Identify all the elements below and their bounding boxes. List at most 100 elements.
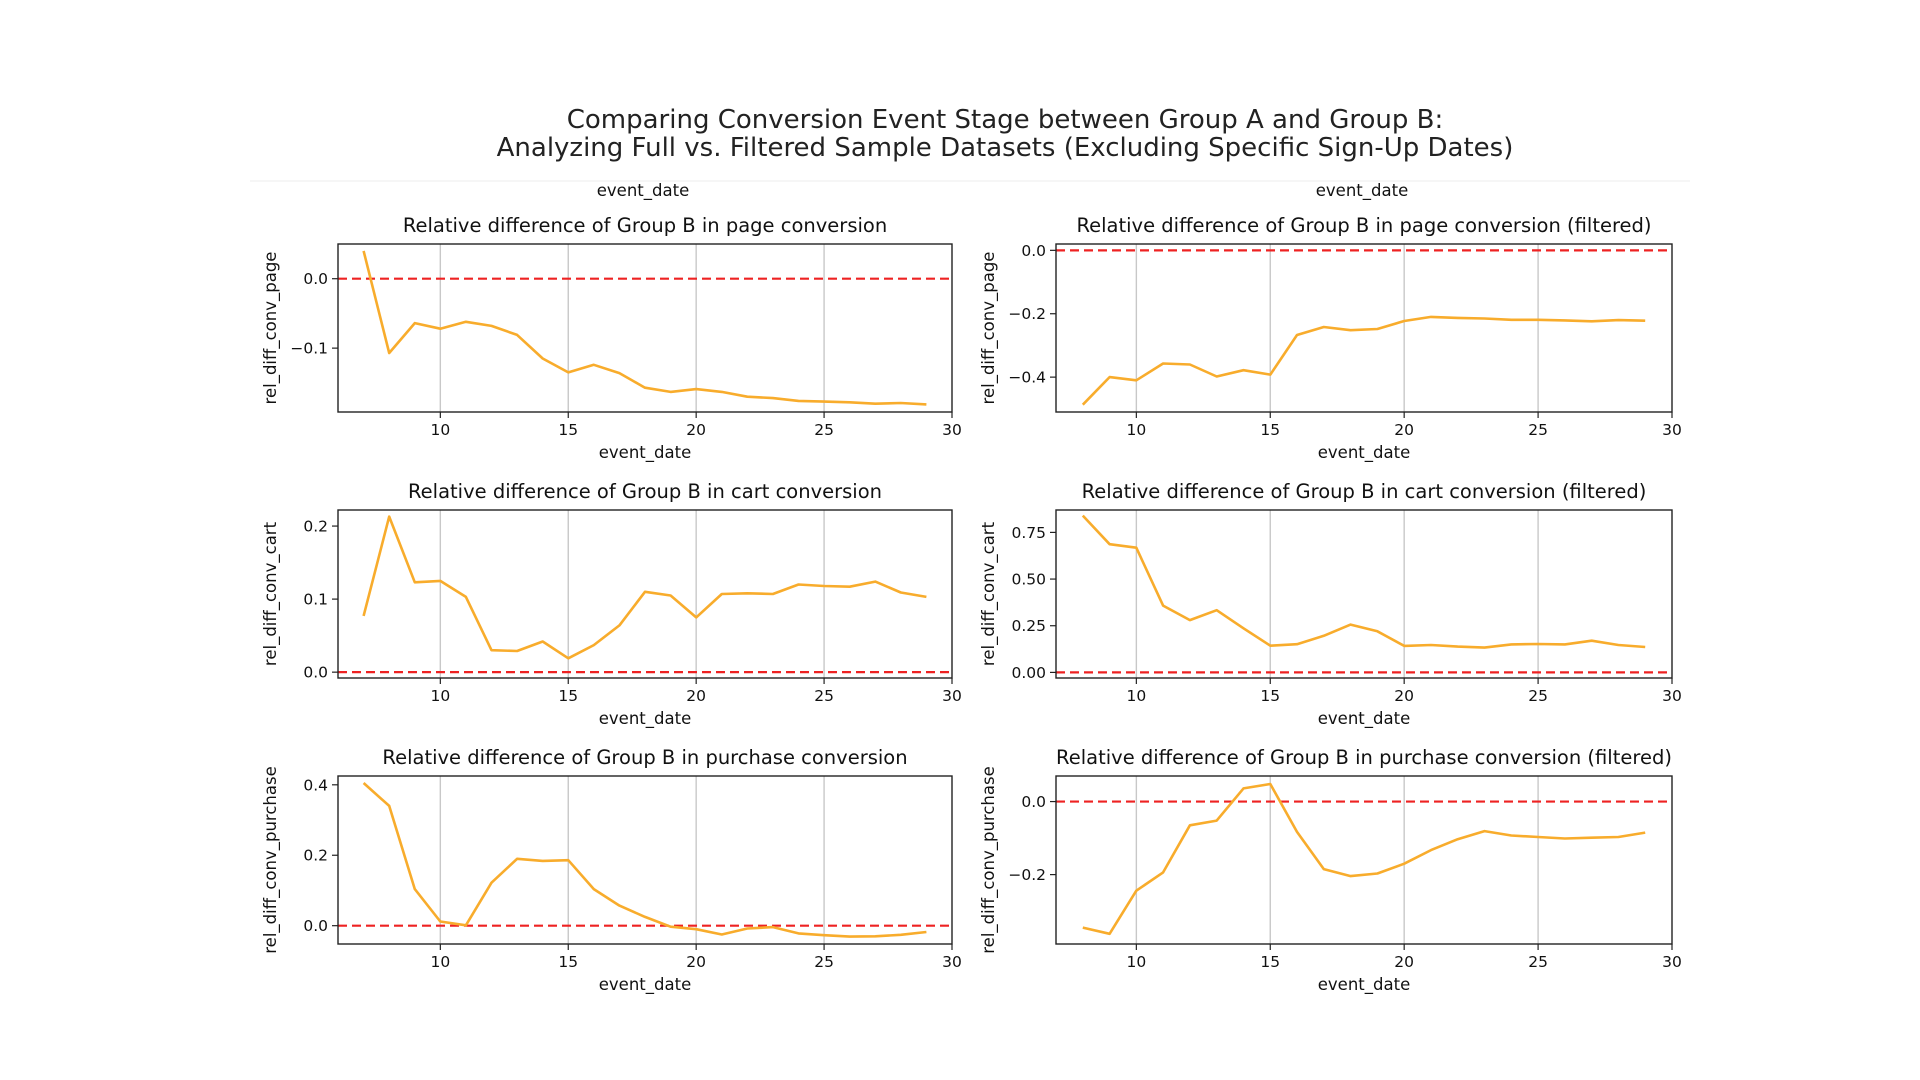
chart-cart-filtered-ytick-label-0: 0.00 <box>1011 664 1046 682</box>
chart-purchase-filtered-xtick-label-25: 25 <box>1528 953 1548 971</box>
chart-cart-filtered-point-18 <box>1349 623 1351 625</box>
chart-cart-filtered-point-10 <box>1135 547 1137 549</box>
chart-cart-point-19 <box>669 594 671 596</box>
chart-page-filtered-point-25 <box>1537 319 1539 321</box>
chart-cart-point-11 <box>465 596 467 598</box>
chart-cart-filtered-point-26 <box>1564 643 1566 645</box>
chart-page-xlabel: event_date <box>599 443 691 463</box>
chart-cart-filtered-xtick-label-20: 20 <box>1394 687 1414 705</box>
chart-page-xtick-label-25: 25 <box>814 421 834 439</box>
chart-page-filtered-point-24 <box>1510 319 1512 321</box>
chart-page-point-11 <box>465 321 467 323</box>
chart-cart-filtered-title: Relative difference of Group B in cart c… <box>1082 480 1647 503</box>
chart-cart-point-27 <box>874 580 876 582</box>
chart-cart-point-21 <box>721 593 723 595</box>
chart-purchase-point-22 <box>746 927 748 929</box>
chart-page-point-9 <box>414 322 416 324</box>
chart-cart-filtered: 10 15 20 25 30 0.00 0.25 0.50 0.75 Relative diffe… <box>979 480 1682 729</box>
chart-page-filtered-point-19 <box>1376 328 1378 330</box>
chart-purchase-xtick-label-25: 25 <box>814 953 834 971</box>
chart-cart-point-7 <box>362 615 364 617</box>
chart-purchase-filtered-point-23 <box>1483 830 1485 832</box>
chart-cart-point-22 <box>746 592 748 594</box>
chart-page: 10 15 20 25 30 −0.1 0.0 Relative difference of … <box>261 214 962 463</box>
chart-purchase-point-17 <box>618 904 620 906</box>
chart-page-point-12 <box>490 325 492 327</box>
chart-page-point-23 <box>772 397 774 399</box>
chart-cart-filtered-xtick-label-10: 10 <box>1126 687 1146 705</box>
chart-purchase-point-9 <box>414 888 416 890</box>
chart-page-filtered-point-18 <box>1349 329 1351 331</box>
chart-cart-filtered-point-25 <box>1537 643 1539 645</box>
chart-purchase-point-23 <box>772 926 774 928</box>
chart-page-series-line <box>362 250 927 406</box>
chart-cart-xtick-label-20: 20 <box>686 687 706 705</box>
chart-cart-filtered-point-24 <box>1510 643 1512 645</box>
chart-purchase-filtered-point-22 <box>1457 838 1459 840</box>
chart-page-filtered-ytick-label-0: −0.4 <box>1008 369 1046 387</box>
chart-page-point-25 <box>823 400 825 402</box>
chart-purchase-filtered-ytick-label-1: 0.0 <box>1021 793 1046 811</box>
chart-cart-filtered-point-11 <box>1162 604 1164 606</box>
chart-page-filtered-point-17 <box>1323 326 1325 328</box>
chart-purchase-filtered-point-9 <box>1108 933 1110 935</box>
chart-page-point-20 <box>695 388 697 390</box>
chart-cart-point-18 <box>644 591 646 593</box>
chart-cart-filtered-point-13 <box>1216 609 1218 611</box>
chart-purchase-filtered-point-19 <box>1376 872 1378 874</box>
chart-page-filtered-xtick-label-15: 15 <box>1260 421 1280 439</box>
chart-purchase-xtick-label-30: 30 <box>942 953 962 971</box>
chart-purchase-point-16 <box>593 888 595 890</box>
chart-purchase-point-19 <box>669 926 671 928</box>
chart-cart-filtered-point-15 <box>1269 645 1271 647</box>
chart-cart-filtered-point-19 <box>1376 630 1378 632</box>
chart-purchase-xtick-label-10: 10 <box>430 953 450 971</box>
chart-cart-point-15 <box>567 657 569 659</box>
chart-page-filtered-ytick-label-1: −0.2 <box>1008 305 1046 323</box>
chart-page-filtered-xlabel: event_date <box>1318 443 1410 463</box>
chart-cart-filtered-series-line <box>1081 514 1646 649</box>
chart-cart-axes-frame <box>337 509 953 679</box>
chart-page-point-21 <box>721 391 723 393</box>
chart-purchase-axes-frame <box>337 775 953 945</box>
chart-page-point-16 <box>593 364 595 366</box>
chart-cart-point-23 <box>772 593 774 595</box>
chart-purchase-filtered-point-11 <box>1162 871 1164 873</box>
chart-page-axes-frame <box>337 243 953 413</box>
chart-page-point-14 <box>542 357 544 359</box>
chart-page-point-24 <box>797 400 799 402</box>
chart-page-ylabel: rel_diff_conv_page <box>261 252 281 405</box>
chart-page-filtered-point-16 <box>1296 334 1298 336</box>
chart-purchase-filtered-xtick-label-15: 15 <box>1260 953 1280 971</box>
chart-cart-xtick-label-25: 25 <box>814 687 834 705</box>
chart-purchase-title: Relative difference of Group B in purcha… <box>382 746 907 769</box>
chart-page-point-27 <box>874 403 876 405</box>
chart-page-point-28 <box>900 402 902 404</box>
chart-purchase-filtered-point-25 <box>1537 836 1539 838</box>
chart-page-point-26 <box>849 401 851 403</box>
chart-purchase: 10 15 20 25 30 0.0 0.2 0.4 Relative difference o… <box>261 746 962 995</box>
chart-purchase-point-8 <box>388 805 390 807</box>
chart-cart-filtered-point-17 <box>1323 635 1325 637</box>
chart-cart-point-10 <box>439 580 441 582</box>
chart-page-filtered-series-line <box>1081 315 1646 406</box>
chart-purchase-point-13 <box>516 858 518 860</box>
chart-cart-point-25 <box>823 585 825 587</box>
figure-title-line-2: Analyzing Full vs. Filtered Sample Datas… <box>497 133 1514 163</box>
chart-cart-filtered-xtick-label-25: 25 <box>1528 687 1548 705</box>
chart-purchase-filtered-title: Relative difference of Group B in purcha… <box>1056 746 1672 769</box>
chart-cart-filtered-point-9 <box>1108 543 1110 545</box>
chart-page-filtered-title: Relative difference of Group B in page c… <box>1076 214 1651 237</box>
chart-purchase-filtered-point-18 <box>1349 875 1351 877</box>
chart-purchase-filtered-point-12 <box>1189 824 1191 826</box>
chart-page-xtick-label-15: 15 <box>558 421 578 439</box>
chart-cart-xtick-label-30: 30 <box>942 687 962 705</box>
chart-cart-point-16 <box>593 644 595 646</box>
chart-page-point-7 <box>362 250 364 252</box>
chart-purchase-point-27 <box>874 935 876 937</box>
chart-cart: 10 15 20 25 30 0.0 0.1 0.2 Relative difference o… <box>261 480 962 729</box>
chart-page-xtick-label-20: 20 <box>686 421 706 439</box>
chart-cart-point-13 <box>516 650 518 652</box>
chart-purchase-filtered-point-8 <box>1082 926 1084 928</box>
chart-cart-filtered-ylabel: rel_diff_conv_cart <box>979 521 999 666</box>
